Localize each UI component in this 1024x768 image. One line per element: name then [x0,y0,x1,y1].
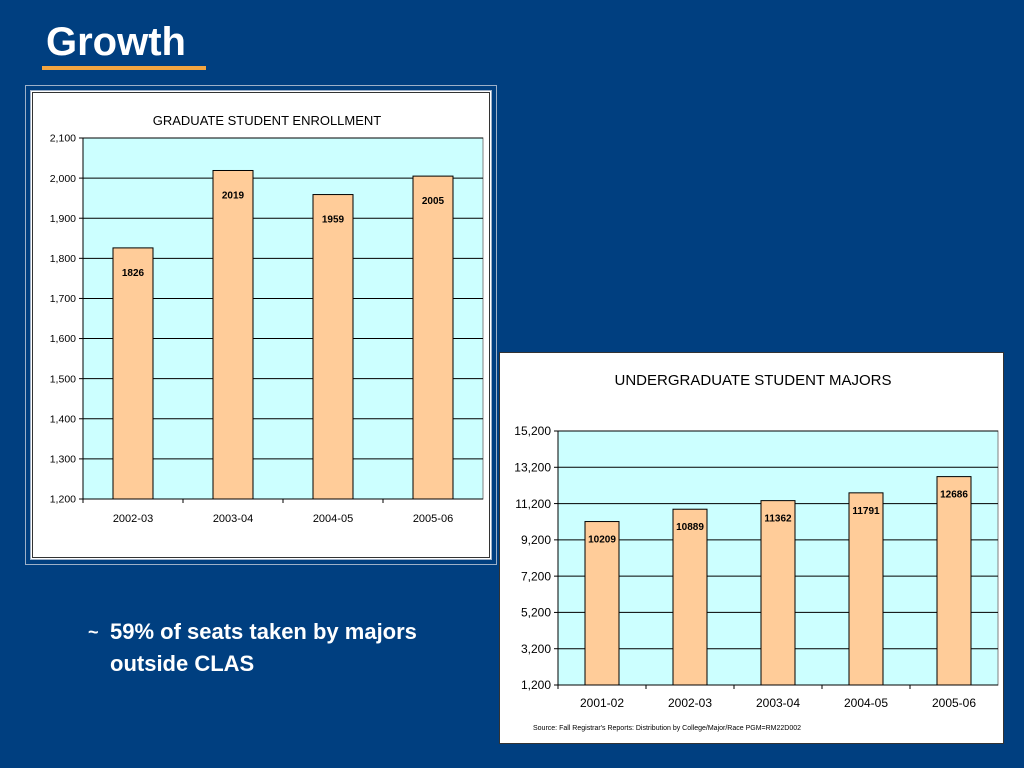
y-tick-label: 1,300 [50,454,76,466]
x-tick-label: 2005-06 [932,696,976,710]
y-tick-label: 15,200 [514,424,551,438]
bar [760,500,796,686]
graduate-enrollment-chart-frame: GRADUATE STUDENT ENROLLMENT 1,200 1,300 1,4… [25,85,497,565]
undergraduate-majors-chart-frame: UNDERGRADUATE STUDENT MAJORS 1,200 3,200 5,… [499,352,1004,744]
y-tick-label: 5,200 [521,606,551,620]
y-tick-label: 11,200 [515,497,551,511]
data-label: 10889 [676,522,704,533]
data-label: 1959 [322,215,345,226]
bar [672,508,708,686]
chart-title: GRADUATE STUDENT ENROLLMENT [153,113,382,128]
y-tick-label: 3,200 [521,642,551,656]
y-tick-label: 1,900 [50,213,76,225]
y-tick-label: 1,200 [521,678,551,692]
bullet-mark: ~ [88,622,99,642]
y-tick-label: 1,700 [50,293,76,305]
data-label: 2005 [422,196,445,207]
y-tick-label: 1,600 [50,333,76,345]
bullet-point: ~ 59% of seats taken by majors outside C… [88,616,488,680]
bar [412,175,454,500]
undergraduate-majors-chart: UNDERGRADUATE STUDENT MAJORS 1,200 3,200 5,… [514,372,999,732]
bar [112,247,154,500]
chart-title: UNDERGRADUATE STUDENT MAJORS [615,372,892,389]
data-label: 11362 [764,514,792,525]
y-tick-label: 1,400 [50,413,76,425]
data-label: 1826 [122,268,145,279]
graduate-enrollment-chart-area: GRADUATE STUDENT ENROLLMENT 1,200 1,300 1,4… [32,92,490,558]
graduate-enrollment-chart: GRADUATE STUDENT ENROLLMENT 1,200 1,300 1,4… [50,113,484,525]
data-label: 11791 [852,506,880,517]
title-underline [42,66,206,70]
x-tick-label: 2003-04 [756,696,800,710]
x-tick-label: 2002-03 [668,696,712,710]
y-tick-label: 9,200 [521,533,551,547]
data-label: 12686 [940,490,968,501]
x-tick-label: 2003-04 [213,513,253,525]
bar [312,194,354,500]
bar [848,492,884,686]
y-tick-label: 1,500 [50,373,76,385]
source-note: Source: Fall Registrar's Reports: Distri… [533,725,801,732]
y-tick-label: 2,100 [50,133,76,145]
data-label: 10209 [588,535,616,546]
y-tick-label: 7,200 [521,569,551,583]
bullet-text: 59% of seats taken by majors outside CLA… [110,619,417,676]
x-tick-label: 2004-05 [313,513,353,525]
bar [212,169,254,500]
bar [936,476,972,686]
data-label: 2019 [222,190,245,201]
y-tick-label: 1,200 [50,494,76,506]
y-tick-label: 13,200 [514,460,551,474]
slide-title: Growth [46,20,186,64]
x-tick-label: 2001-02 [580,696,624,710]
y-tick-label: 2,000 [50,173,76,185]
bar [584,521,620,686]
x-tick-label: 2002-03 [113,513,153,525]
x-tick-label: 2005-06 [413,513,453,525]
x-tick-label: 2004-05 [844,696,888,710]
y-tick-label: 1,800 [50,253,76,265]
